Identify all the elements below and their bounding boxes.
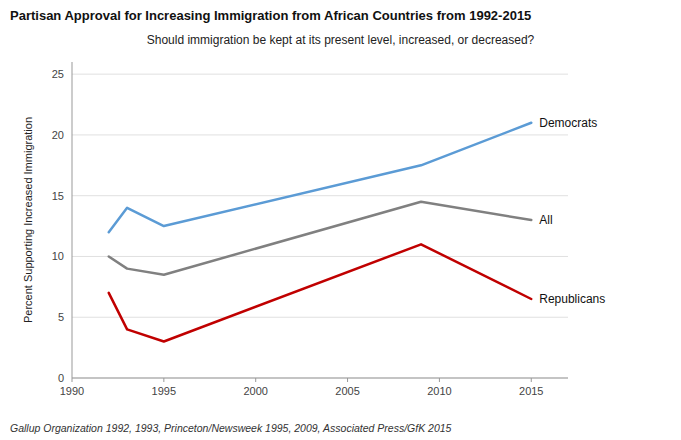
grid-line — [72, 378, 568, 379]
x-tick-label: 2010 — [427, 385, 451, 397]
series-label: Republicans — [539, 292, 605, 306]
series-line — [109, 123, 532, 232]
y-tick-label: 5 — [58, 311, 64, 323]
axes: 0 5 10 15 20 25 1990 1995 2000 2005 2010 2015 — [52, 62, 568, 397]
lines — [109, 123, 532, 342]
x-tick — [439, 378, 440, 382]
x-tick — [347, 378, 348, 382]
x-tick-label: 2000 — [243, 385, 267, 397]
x-tick — [531, 378, 532, 382]
y-axis-line — [72, 62, 73, 378]
x-tick — [163, 378, 164, 382]
x-tick-label: 1995 — [152, 385, 176, 397]
y-tick-label: 15 — [52, 190, 64, 202]
x-tick-label: 1990 — [60, 385, 84, 397]
chart-container: Partisan Approval for Increasing Immigra… — [0, 0, 681, 440]
footnote: Gallup Organization 1992, 1993, Princeto… — [10, 422, 452, 434]
x-tick-label: 2005 — [335, 385, 359, 397]
title: Partisan Approval for Increasing Immigra… — [10, 8, 531, 23]
grid-line — [72, 195, 568, 196]
x-tick — [72, 378, 73, 382]
grid-line — [72, 317, 568, 318]
y-tick-label: 20 — [52, 129, 64, 141]
grid-line — [72, 134, 568, 135]
y-tick-label: 25 — [52, 68, 64, 80]
chart-svg: Partisan Approval for Increasing Immigra… — [0, 0, 681, 440]
x-axis-line — [72, 378, 568, 379]
subtitle: Should immigration be kept at its presen… — [147, 33, 535, 47]
y-tick-label: 10 — [52, 250, 64, 262]
x-tick-label: 2015 — [519, 385, 543, 397]
page: {"chart_data": {"type": "line", "title":… — [0, 0, 681, 440]
end-labels: Democrats All Republicans — [539, 116, 605, 306]
series-label: All — [539, 213, 552, 227]
series-label: Democrats — [539, 116, 597, 130]
grid-line — [72, 74, 568, 75]
y-axis-label: Percent Supporting Increased Immigration — [22, 117, 34, 323]
y-tick-label: 0 — [58, 372, 64, 384]
series-line — [109, 244, 532, 341]
series-line — [109, 202, 532, 275]
grid-line — [72, 256, 568, 257]
x-tick — [255, 378, 256, 382]
